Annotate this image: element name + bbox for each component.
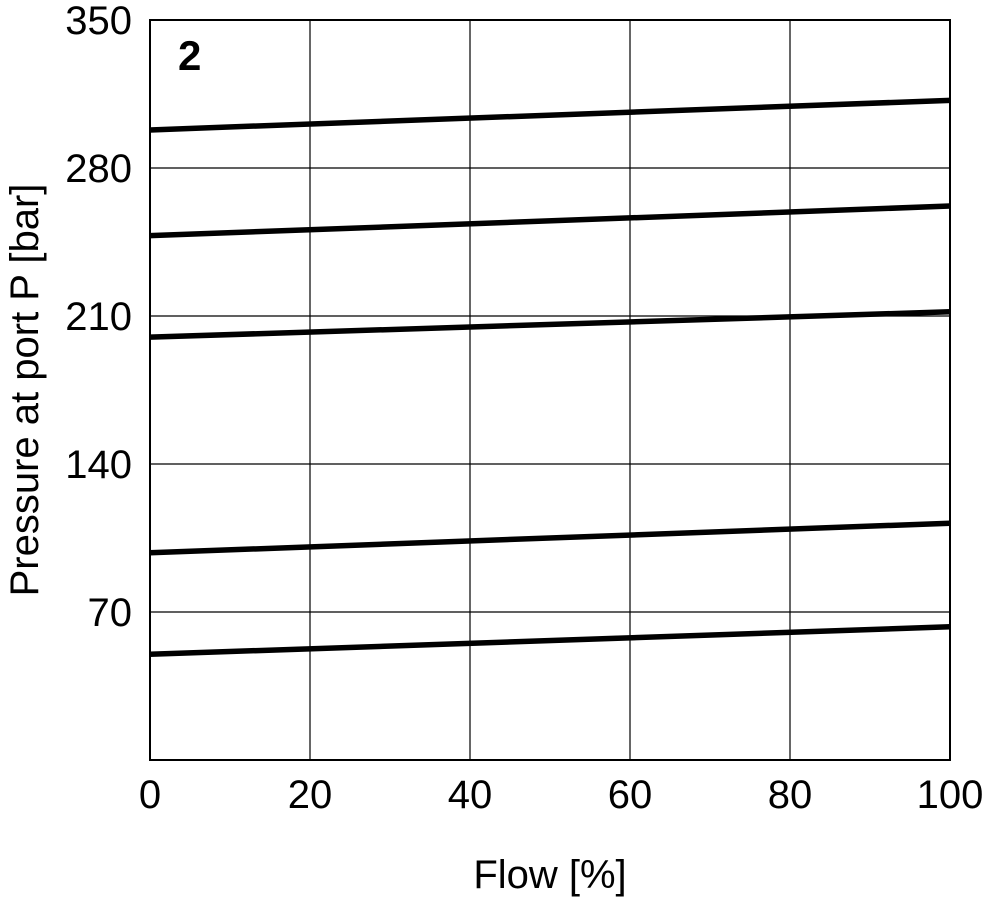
pressure-flow-chart: 0 20 40 60 80 100 70 140 210 280 350 Flow [%] Pre… bbox=[0, 0, 987, 920]
y-tick-label: 140 bbox=[65, 443, 132, 487]
y-tick-label: 350 bbox=[65, 0, 132, 43]
y-tick-label: 280 bbox=[65, 147, 132, 191]
x-tick-label: 80 bbox=[768, 773, 813, 817]
y-tick-labels: 70 140 210 280 350 bbox=[65, 0, 132, 635]
chart-svg: 0 20 40 60 80 100 70 140 210 280 350 Flow [%] Pre… bbox=[0, 0, 987, 920]
y-tick-label: 70 bbox=[88, 591, 133, 635]
panel-id: 2 bbox=[178, 32, 201, 79]
x-tick-label: 60 bbox=[608, 773, 653, 817]
x-tick-label: 100 bbox=[917, 773, 984, 817]
x-tick-label: 0 bbox=[139, 773, 161, 817]
x-tick-label: 20 bbox=[288, 773, 333, 817]
x-axis-label: Flow [%] bbox=[473, 853, 626, 897]
y-axis-label: Pressure at port P [bar] bbox=[3, 184, 47, 597]
y-tick-label: 210 bbox=[65, 295, 132, 339]
x-tick-labels: 0 20 40 60 80 100 bbox=[139, 773, 984, 817]
x-tick-label: 40 bbox=[448, 773, 493, 817]
